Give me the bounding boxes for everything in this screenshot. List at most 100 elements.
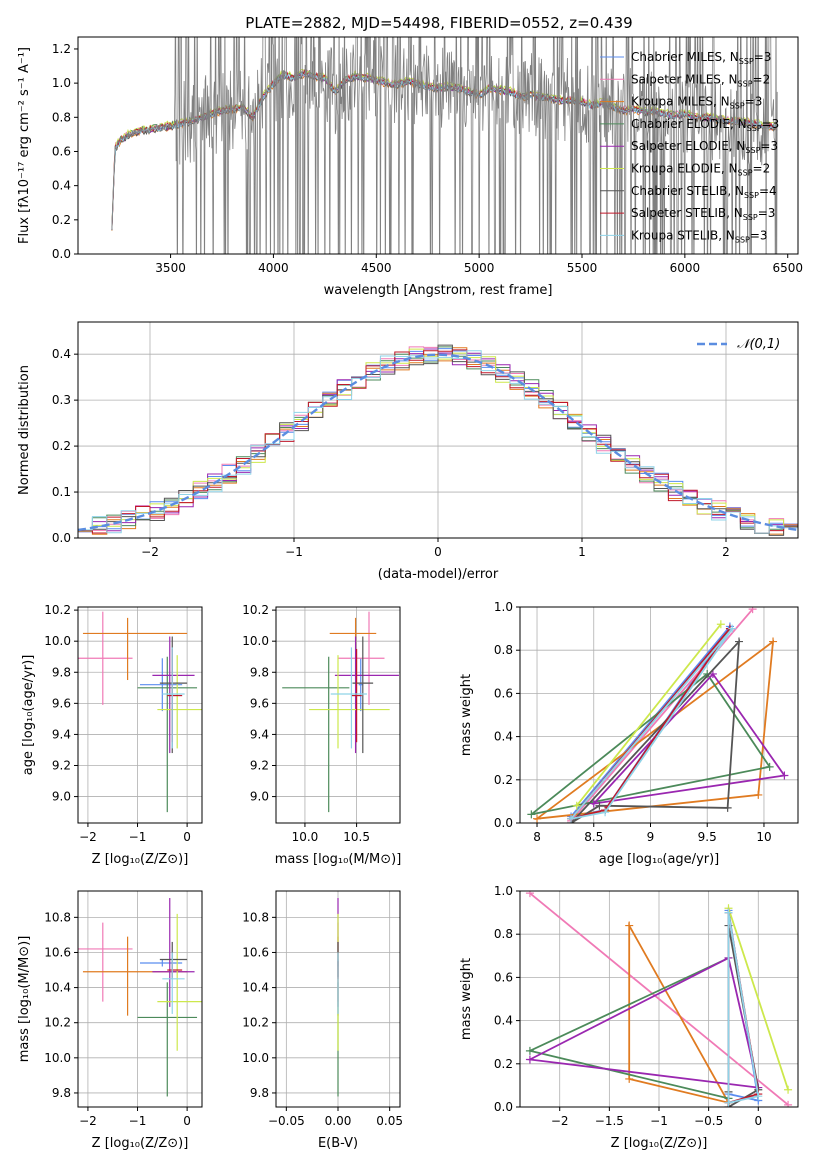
x-tick-label: −1 [129, 830, 147, 844]
axes-overlay: 10.0 10.5 9.0 9.2 9.4 9.6 9.8 10.0 10.2 mass [log… [242, 603, 401, 867]
y-tick-label: 0.8 [494, 643, 513, 657]
mass-vs-metallicity-panel: −2 −1 0 9.8 10.0 10.2 10.4 10.6 10.8 Z [log₁₀(Z/Z… [17, 890, 203, 1151]
y-tick-label: 9.2 [250, 759, 269, 773]
x-tick-label: −2 [141, 545, 159, 559]
plot-area [78, 891, 202, 1107]
x-tick-label: 3500 [155, 261, 186, 275]
legend-entry: Chabrier STELIB, NSSP=4 [631, 184, 777, 200]
ssp-marker [723, 803, 732, 812]
axes-overlay: 3500 4000 4500 5000 5500 6000 6500 0.0 0.2 0.4 0.6… [17, 36, 803, 298]
y-axis-label: mass weight [459, 958, 474, 1040]
y-tick-label: 0.6 [494, 970, 513, 984]
x-tick-label: 10.0 [292, 830, 319, 844]
legend-entry: Kroupa STELIB, NSSP=3 [631, 228, 768, 244]
y-tick-label: 1.0 [494, 600, 513, 614]
x-tick-label: −2 [551, 1114, 569, 1128]
weight-vs-metallicity-panel: −2 −1.5 −1 −0.5 0 0.0 0.2 0.4 0.6 0.8 1.0 Z [log₁₀(… [459, 884, 799, 1151]
y-tick-label: 10.0 [242, 634, 269, 648]
y-tick-label: 1.0 [52, 76, 71, 90]
x-tick-label: 5500 [567, 261, 598, 275]
y-tick-label: 0.2 [52, 213, 71, 227]
x-tick-label: 5000 [464, 261, 495, 275]
y-tick-label: 9.4 [52, 727, 71, 741]
y-tick-label: 0.0 [52, 531, 71, 545]
y-tick-label: 0.0 [52, 247, 71, 261]
ssp-marker [595, 801, 604, 810]
x-tick-label: 8 [533, 830, 541, 844]
spectrum-title: PLATE=2882, MJD=54498, FIBERID=0552, z=0… [245, 14, 632, 32]
legend-entry: Salpeter STELIB, NSSP=3 [631, 206, 775, 222]
plot-area [78, 607, 202, 823]
x-axis-label: E(B-V) [318, 1136, 358, 1151]
ssp-marker [728, 624, 737, 633]
y-tick-label: 9.6 [250, 696, 269, 710]
y-tick-label: 10.2 [242, 1016, 269, 1030]
y-tick-label: 0.0 [494, 1100, 513, 1114]
ssp-marker [589, 799, 598, 808]
ssp-marker [780, 771, 789, 780]
ssp-marker [625, 1074, 634, 1083]
ssp-marker [734, 637, 743, 646]
ssp-marker [784, 1100, 793, 1107]
x-tick-label: 9 [647, 830, 655, 844]
y-tick-label: 0.2 [52, 439, 71, 453]
x-tick-label: −0.05 [268, 1114, 305, 1128]
observed-spectrum-line [111, 37, 778, 254]
x-tick-label: 9.5 [698, 830, 717, 844]
plot-content [527, 607, 789, 823]
x-axis-label: age [log₁₀(age/yr)] [599, 852, 720, 867]
ssp-marker [533, 814, 542, 823]
y-tick-label: 10.4 [242, 981, 269, 995]
ssp-marker [716, 620, 725, 629]
x-tick-label: 2 [722, 545, 730, 559]
ssp-component-line [727, 912, 760, 1104]
x-tick-label: −1 [285, 545, 303, 559]
legend-entry: Salpeter MILES, NSSP=2 [631, 72, 770, 88]
y-tick-label: 9.4 [250, 727, 269, 741]
x-tick-label: 0 [183, 1114, 191, 1128]
x-axis-label: Z [log₁₀(Z/Z⊙)] [611, 1136, 708, 1151]
legend-entry: Salpeter ELODIE, NSSP=3 [631, 139, 778, 155]
age-vs-mass-panel: 10.0 10.5 9.0 9.2 9.4 9.6 9.8 10.0 10.2 mass [log… [242, 603, 401, 867]
axes-frame [77, 36, 799, 255]
ssp-marker [601, 808, 610, 817]
y-tick-label: 9.8 [52, 665, 71, 679]
y-tick-label: 0.1 [52, 485, 71, 499]
x-axis-label: wavelength [Angstrom, rest frame] [324, 283, 553, 298]
ssp-component-line [526, 956, 760, 1089]
ssp-component-line [530, 672, 772, 816]
y-tick-label: 9.0 [250, 790, 269, 804]
age-vs-metallicity-panel: −2 −1 0 9.0 9.2 9.4 9.6 9.8 10.0 10.2 Z [log₁₀(Z/Z… [21, 603, 203, 867]
legend-entry: Kroupa ELODIE, NSSP=2 [631, 162, 770, 178]
ssp-marker [525, 1046, 534, 1055]
y-axis-label: mass weight [459, 674, 474, 756]
x-tick-label: −1.5 [595, 1114, 624, 1128]
y-tick-label: 9.8 [250, 665, 269, 679]
y-tick-label: 10.2 [44, 603, 71, 617]
plot-content [525, 891, 793, 1107]
y-tick-label: 1.2 [52, 42, 71, 56]
x-tick-label: 4500 [361, 261, 392, 275]
gaussian-reference-line [78, 353, 798, 532]
y-tick-label: 10.6 [44, 945, 71, 959]
y-tick-label: 0.6 [52, 144, 71, 158]
legend-entry: Kroupa MILES, NSSP=3 [631, 95, 762, 111]
x-tick-label: −1 [129, 1114, 147, 1128]
ssp-marker [567, 814, 576, 823]
x-tick-label: 4000 [258, 261, 289, 275]
y-axis-label: mass [log₁₀(M/M⊙)] [17, 936, 32, 1063]
y-tick-label: 9.6 [52, 696, 71, 710]
x-axis-label: Z [log₁₀(Z/Z⊙)] [92, 1136, 189, 1151]
x-tick-label: 0 [754, 1114, 762, 1128]
x-axis-label: mass [log₁₀(M/M⊙)] [275, 852, 402, 867]
mass-vs-extinction-panel: −0.05 0.00 0.05 9.8 10.0 10.2 10.4 10.6 10.8 E(B-… [242, 890, 403, 1151]
spectrum-legend: Chabrier MILES, NSSP=3 Salpeter MILES, NS… [600, 50, 779, 244]
axes-overlay: −2 −1.5 −1 −0.5 0 0.0 0.2 0.4 0.6 0.8 1.0 Z [log₁₀(… [459, 884, 799, 1151]
y-tick-label: 10.0 [242, 1051, 269, 1065]
histogram-step-line [78, 350, 798, 534]
axes-frame [77, 606, 203, 824]
ssp-marker [527, 810, 536, 819]
ssp-marker [754, 1092, 763, 1101]
y-tick-label: 10.0 [44, 1051, 71, 1065]
